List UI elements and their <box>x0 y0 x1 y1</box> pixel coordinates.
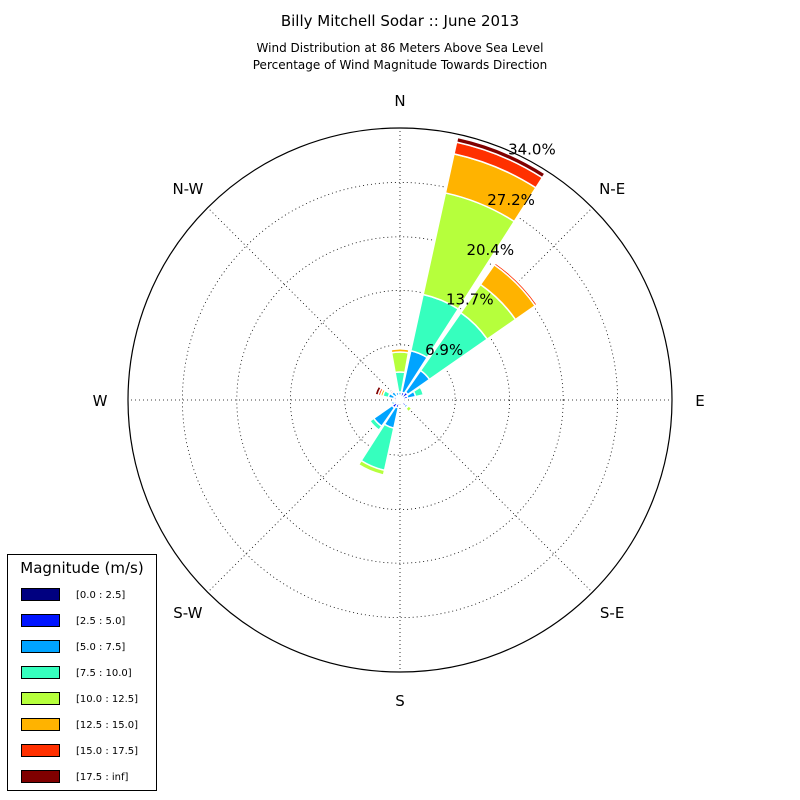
wind-bar-segment <box>399 402 404 406</box>
grid-spoke <box>207 207 401 401</box>
legend-label: [17.5 : inf] <box>76 772 129 783</box>
chart-subtitle-line-2: Percentage of Wind Magnitude Towards Dir… <box>252 58 548 72</box>
wind-bar-segment <box>390 351 410 374</box>
radial-tick-labels: 6.9% 13.7% 20.4% 27.2% 34.0% <box>425 141 556 359</box>
wind-bar-segment <box>389 346 411 350</box>
legend-swatch <box>21 744 60 757</box>
wind-bar-segment <box>389 389 396 396</box>
radial-tick-label: 13.7% <box>446 291 494 309</box>
legend-swatch <box>21 666 60 679</box>
legend-label: [0.0 : 2.5] <box>76 590 126 601</box>
grid-circle <box>181 181 619 619</box>
wind-sectors <box>357 136 546 476</box>
legend-title: Magnitude (m/s) <box>20 559 144 577</box>
grid-spoke <box>399 399 593 593</box>
legend-swatch <box>21 718 60 731</box>
legend-label: [12.5 : 15.0] <box>76 720 139 731</box>
wind-bar-segment <box>494 261 539 306</box>
legend-label: [7.5 : 10.0] <box>76 668 132 679</box>
legend-label: [15.0 : 17.5] <box>76 746 139 757</box>
legend: Magnitude (m/s) [0.0 : 2.5] [2.5 : 5.0] … <box>7 554 157 791</box>
legend-swatch <box>21 588 60 601</box>
polar-grid <box>127 127 673 673</box>
legend-label: [5.0 : 7.5] <box>76 642 126 653</box>
direction-label: W <box>93 392 108 410</box>
wind-bar-segment <box>455 136 546 179</box>
legend-label: [10.0 : 12.5] <box>76 694 139 705</box>
legend-label: [2.5 : 5.0] <box>76 616 126 627</box>
wind-bar-segment <box>368 419 381 432</box>
grid-spoke <box>207 399 401 593</box>
wind-sector <box>394 391 401 401</box>
grid-circle <box>344 344 456 456</box>
direction-label: S-W <box>173 604 202 622</box>
legend-swatch <box>21 692 60 705</box>
grid-circle <box>289 289 510 510</box>
wind-sector <box>399 386 425 401</box>
wind-bar-segment <box>374 385 383 397</box>
wind-sector <box>368 399 401 432</box>
direction-label: S <box>395 692 405 710</box>
wind-sector <box>399 261 539 401</box>
wind-bar-segment <box>357 459 386 476</box>
grid-circle <box>236 236 564 564</box>
chart-title: Billy Mitchell Sodar :: June 2013 <box>280 12 520 30</box>
radial-tick-label: 6.9% <box>425 341 463 359</box>
direction-label: E <box>695 392 704 410</box>
direction-label: N-E <box>599 180 625 198</box>
direction-label: N-W <box>172 180 203 198</box>
direction-label: S-E <box>600 604 624 622</box>
wind-bar-segment <box>404 404 413 413</box>
wind-sector <box>399 136 546 401</box>
radial-tick-label: 20.4% <box>466 241 514 259</box>
legend-swatch <box>21 640 60 653</box>
outer-circle <box>127 127 673 673</box>
direction-labels: N N-E E S-E S S-W W N-W <box>93 92 705 710</box>
radial-tick-label: 27.2% <box>487 191 535 209</box>
direction-label: N <box>394 92 405 110</box>
radial-tick-label: 34.0% <box>508 141 556 159</box>
legend-swatch <box>21 614 60 627</box>
wind-sector <box>374 385 401 401</box>
legend-swatch <box>21 770 60 783</box>
wind-sector <box>357 399 401 476</box>
wind-bar-segment <box>412 386 425 398</box>
wind-bar-segment <box>394 391 400 397</box>
wind-bar-segment <box>390 400 396 406</box>
chart-subtitle-line-1: Wind Distribution at 86 Meters Above Sea… <box>256 41 544 55</box>
